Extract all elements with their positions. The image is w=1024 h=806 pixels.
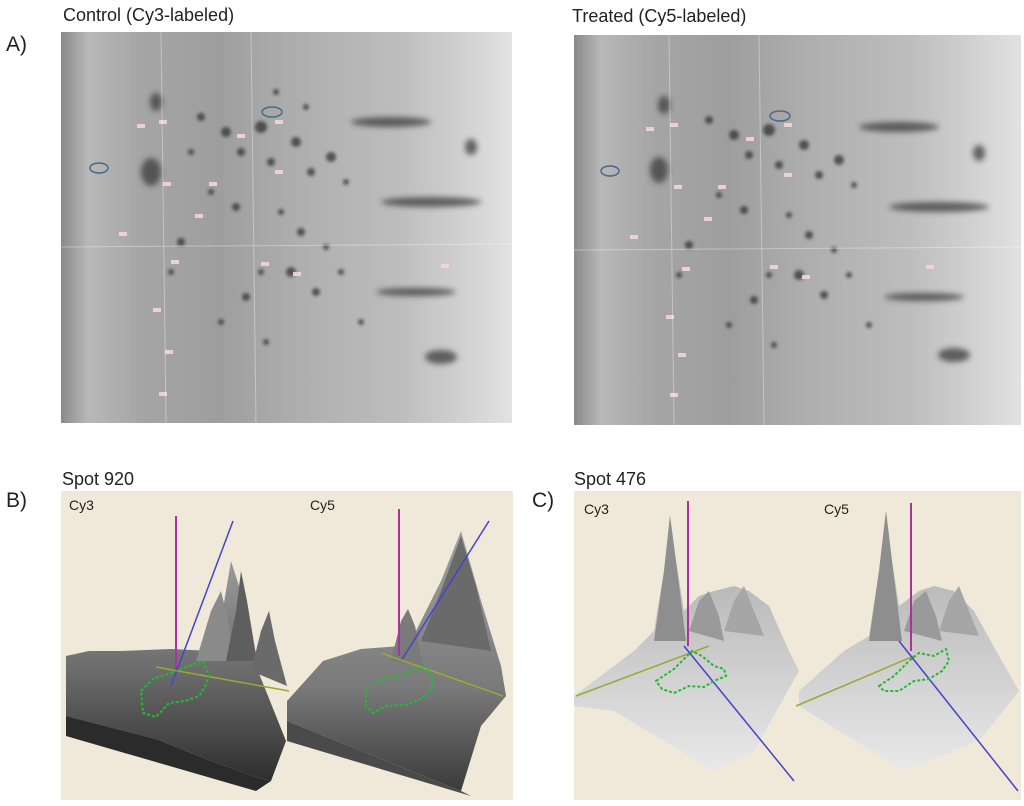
treated-gel-image [574,35,1021,425]
panel-b-letter: B) [6,489,27,512]
treated-gel-spots [574,35,1021,425]
treated-gel-title: Treated (Cy5-labeled) [572,6,747,26]
spot-476-cy5-label: Cy5 [824,501,849,517]
control-gel-title: Control (Cy3-labeled) [63,5,235,25]
spot-920-cy3-label: Cy3 [69,497,94,513]
control-gel-spots [61,32,512,423]
spot-476-cy3-surface [574,501,799,782]
spot-920-cy3-surface [66,516,290,791]
spot-920-cy5-surface [287,509,506,796]
spot-476-3d-view: Cy3 Cy5 [574,491,1021,800]
spot-920-surface-plot [66,509,506,796]
panel-a-letter: A) [6,33,27,56]
spot-920-3d-view: Cy3 Cy5 [61,491,513,800]
spot-476-cy5-surface [795,503,1019,792]
spot-476-title: Spot 476 [574,469,647,489]
spot-920-cy5-label: Cy5 [310,497,335,513]
spot-920-title: Spot 920 [62,469,135,489]
control-gel-image [61,32,512,423]
spot-476-cy3-label: Cy3 [584,501,609,517]
spot-476-surface-plot [574,501,1019,792]
panel-c-letter: C) [532,489,555,512]
